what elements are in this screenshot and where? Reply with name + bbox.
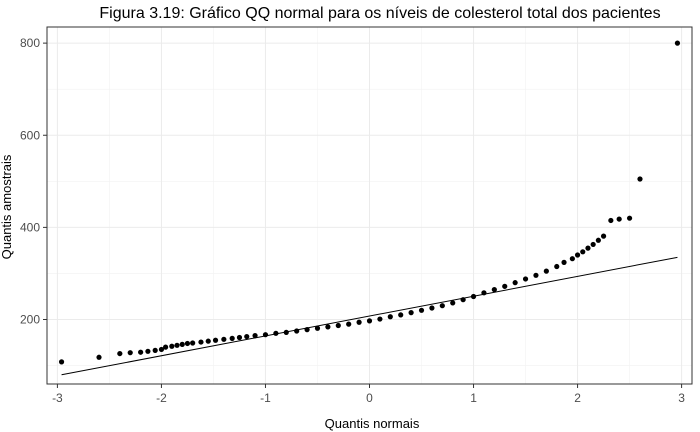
x-tick-label: 1: [470, 391, 477, 405]
data-point: [158, 346, 165, 353]
x-tick-label: -2: [156, 391, 167, 405]
data-point: [481, 290, 487, 296]
y-axis-title: Quantis amostrais: [0, 154, 14, 259]
data-point: [561, 259, 567, 265]
data-point: [294, 328, 300, 334]
x-tick-label: -1: [260, 391, 271, 405]
data-point: [221, 336, 227, 342]
x-tick-label: 3: [678, 391, 685, 405]
reference-line: [61, 256, 678, 376]
data-point: [346, 321, 352, 327]
y-tick-label: 400: [20, 220, 40, 234]
data-point: [58, 359, 65, 365]
data-point: [595, 237, 601, 243]
y-tick-label: 800: [20, 36, 40, 50]
data-point: [244, 333, 250, 340]
data-point: [502, 283, 508, 289]
data-point: [608, 217, 614, 224]
data-points: [58, 40, 681, 365]
data-point: [229, 335, 235, 341]
data-point: [252, 333, 258, 339]
data-point: [212, 337, 219, 343]
data-point: [184, 340, 191, 347]
data-point: [460, 297, 466, 303]
data-point: [408, 310, 414, 316]
data-point: [205, 338, 211, 344]
data-point: [626, 215, 633, 221]
data-point: [325, 324, 331, 330]
y-tick-label: 600: [20, 128, 40, 142]
data-point: [450, 300, 456, 306]
data-point: [429, 305, 435, 311]
data-point: [145, 348, 151, 354]
x-axis-title: Quantis normais: [325, 416, 420, 431]
data-point: [283, 329, 289, 336]
data-point: [152, 347, 158, 353]
data-point: [585, 245, 591, 251]
y-axis-ticks: 200 400 600 800: [20, 36, 47, 327]
data-point: [236, 334, 243, 341]
data-point: [512, 280, 518, 286]
y-tick-label: 200: [20, 313, 40, 327]
data-point: [262, 332, 269, 338]
data-point: [533, 272, 539, 278]
data-point: [273, 330, 279, 336]
data-point: [418, 307, 425, 313]
x-tick-label: 0: [366, 391, 373, 405]
data-point: [590, 241, 596, 248]
data-point: [522, 276, 529, 282]
data-point: [600, 233, 607, 239]
x-tick-label: 2: [574, 391, 581, 405]
data-point: [569, 256, 575, 262]
data-point: [439, 303, 445, 309]
data-point: [335, 322, 341, 329]
data-point: [117, 350, 123, 357]
data-point: [366, 318, 373, 324]
data-point: [190, 340, 196, 346]
data-point: [470, 293, 477, 300]
chart-title: Figura 3.19: Gráfico QQ normal para os n…: [99, 5, 660, 22]
data-point: [174, 342, 180, 348]
data-point: [491, 286, 497, 293]
data-point: [138, 349, 144, 355]
data-point: [543, 268, 549, 274]
qq-reference-line: [61, 256, 678, 376]
x-tick-label: -3: [52, 391, 63, 405]
data-point: [637, 176, 643, 182]
data-point: [377, 316, 383, 322]
grid-lines: [47, 27, 692, 384]
data-point: [127, 350, 133, 356]
data-point: [398, 312, 404, 318]
data-point: [580, 249, 586, 255]
data-point: [169, 343, 175, 349]
data-point: [96, 354, 102, 360]
data-point: [554, 263, 560, 270]
data-point: [304, 327, 310, 333]
data-point: [674, 40, 681, 46]
data-point: [162, 344, 169, 350]
x-axis-ticks: -3 -2 -1 0 1 2 3: [52, 384, 685, 405]
data-point: [356, 319, 362, 325]
data-point: [387, 314, 393, 320]
data-point: [314, 325, 321, 331]
data-point: [574, 252, 581, 258]
data-point: [616, 216, 622, 222]
data-point: [179, 341, 185, 347]
data-point: [198, 339, 204, 345]
